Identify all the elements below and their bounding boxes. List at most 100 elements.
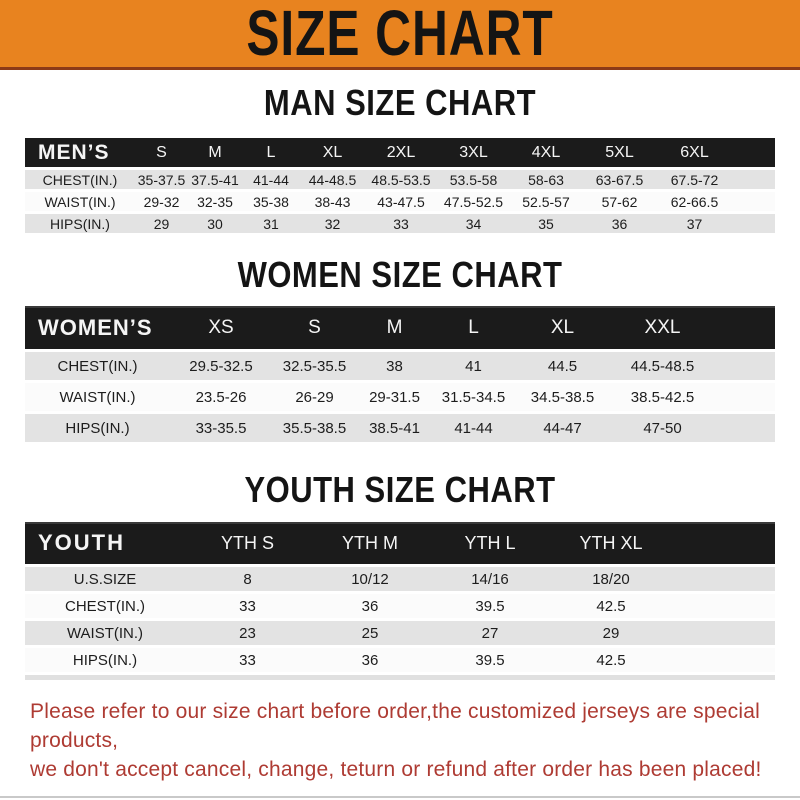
women-col-header: XXL	[610, 306, 715, 352]
filler-cell	[732, 192, 775, 214]
women-size-chart-heading: WOMEN SIZE CHART	[237, 253, 563, 296]
filler-cell	[672, 648, 775, 675]
size-value-cell: 37	[657, 214, 732, 236]
men-col-header: XL	[300, 138, 365, 170]
size-value-cell: 44.5-48.5	[610, 352, 715, 383]
filler-cell	[672, 621, 775, 648]
men-col-header: 3XL	[437, 138, 510, 170]
filler-cell	[732, 214, 775, 236]
row-label: WAIST(IN.)	[25, 192, 135, 214]
size-value-cell: 42.5	[550, 648, 672, 675]
size-value-cell: 38.5-41	[357, 414, 432, 445]
size-value-cell: 43-47.5	[365, 192, 437, 214]
size-value-cell: 38.5-42.5	[610, 383, 715, 414]
size-value-cell: 29-31.5	[357, 383, 432, 414]
men-hips-row: HIPS(IN.) 29 30 31 32 33 34 35 36 37	[25, 214, 775, 236]
size-value-cell: 47.5-52.5	[437, 192, 510, 214]
bottom-divider	[0, 796, 800, 798]
size-value-cell: 38	[357, 352, 432, 383]
size-value-cell: 35-37.5	[135, 170, 188, 192]
women-hips-row: HIPS(IN.) 33-35.5 35.5-38.5 38.5-41 41-4…	[25, 414, 775, 445]
size-value-cell: 58-63	[510, 170, 582, 192]
youth-col-header: YTH XL	[550, 522, 672, 567]
size-value-cell: 23	[185, 621, 310, 648]
size-value-cell: 47-50	[610, 414, 715, 445]
men-table-label: MEN’S	[25, 138, 135, 170]
size-value-cell: 33	[185, 648, 310, 675]
row-label: CHEST(IN.)	[25, 594, 185, 621]
size-value-cell: 29	[550, 621, 672, 648]
footer-line-1: Please refer to our size chart before or…	[30, 700, 760, 752]
size-value-cell: 32	[300, 214, 365, 236]
size-value-cell: 35	[510, 214, 582, 236]
row-label: WAIST(IN.)	[25, 383, 170, 414]
size-value-cell: 23.5-26	[170, 383, 272, 414]
men-header-row: MEN’S S M L XL 2XL 3XL 4XL 5XL 6XL	[25, 138, 775, 170]
row-label: CHEST(IN.)	[25, 352, 170, 383]
men-col-header: 4XL	[510, 138, 582, 170]
size-value-cell: 41-44	[242, 170, 300, 192]
men-col-header: 5XL	[582, 138, 657, 170]
youth-col-header: YTH M	[310, 522, 430, 567]
men-col-header: 6XL	[657, 138, 732, 170]
size-value-cell: 8	[185, 567, 310, 594]
row-label: HIPS(IN.)	[25, 414, 170, 445]
row-label: WAIST(IN.)	[25, 621, 185, 648]
filler-cell	[715, 383, 775, 414]
size-value-cell: 18/20	[550, 567, 672, 594]
filler-cell	[732, 170, 775, 192]
men-waist-row: WAIST(IN.) 29-32 32-35 35-38 38-43 43-47…	[25, 192, 775, 214]
row-label: CHEST(IN.)	[25, 170, 135, 192]
women-waist-row: WAIST(IN.) 23.5-26 26-29 29-31.5 31.5-34…	[25, 383, 775, 414]
man-size-chart-heading: MAN SIZE CHART	[263, 81, 537, 124]
footer-line-2: we don't accept cancel, change, teturn o…	[30, 758, 762, 781]
youth-size-table: YOUTH YTH S YTH M YTH L YTH XL U.S.SIZE …	[25, 522, 775, 675]
size-value-cell: 29.5-32.5	[170, 352, 272, 383]
size-value-cell: 53.5-58	[437, 170, 510, 192]
size-value-cell: 26-29	[272, 383, 357, 414]
men-col-header: M	[188, 138, 242, 170]
size-value-cell: 33	[185, 594, 310, 621]
footer-note: Please refer to our size chart before or…	[30, 697, 800, 784]
women-col-header: M	[357, 306, 432, 352]
filler-cell	[672, 567, 775, 594]
size-value-cell: 32.5-35.5	[272, 352, 357, 383]
youth-header-row: YOUTH YTH S YTH M YTH L YTH XL	[25, 522, 775, 567]
size-value-cell: 38-43	[300, 192, 365, 214]
size-value-cell: 30	[188, 214, 242, 236]
page-title: SIZE CHART	[246, 0, 554, 69]
size-value-cell: 35.5-38.5	[272, 414, 357, 445]
size-value-cell: 39.5	[430, 648, 550, 675]
size-value-cell: 36	[582, 214, 657, 236]
youth-chest-row: CHEST(IN.) 33 36 39.5 42.5	[25, 594, 775, 621]
size-value-cell: 29-32	[135, 192, 188, 214]
men-col-header: S	[135, 138, 188, 170]
size-value-cell: 41-44	[432, 414, 515, 445]
filler-cell	[672, 594, 775, 621]
women-col-header: S	[272, 306, 357, 352]
men-header-filler	[732, 138, 775, 170]
size-value-cell: 14/16	[430, 567, 550, 594]
size-value-cell: 34.5-38.5	[515, 383, 610, 414]
row-label: HIPS(IN.)	[25, 214, 135, 236]
youth-size-chart-heading: YOUTH SIZE CHART	[244, 468, 556, 511]
men-chest-row: CHEST(IN.) 35-37.5 37.5-41 41-44 44-48.5…	[25, 170, 775, 192]
size-value-cell: 42.5	[550, 594, 672, 621]
youth-hips-row: HIPS(IN.) 33 36 39.5 42.5	[25, 648, 775, 675]
size-value-cell: 33-35.5	[170, 414, 272, 445]
size-value-cell: 57-62	[582, 192, 657, 214]
size-value-cell: 67.5-72	[657, 170, 732, 192]
size-value-cell: 35-38	[242, 192, 300, 214]
size-value-cell: 33	[365, 214, 437, 236]
row-label: HIPS(IN.)	[25, 648, 185, 675]
women-col-header: XL	[515, 306, 610, 352]
size-chart-banner: SIZE CHART	[0, 0, 800, 70]
size-value-cell: 62-66.5	[657, 192, 732, 214]
men-col-header: L	[242, 138, 300, 170]
women-header-filler	[715, 306, 775, 352]
youth-header-filler	[672, 522, 775, 567]
size-value-cell: 34	[437, 214, 510, 236]
size-value-cell: 27	[430, 621, 550, 648]
men-col-header: 2XL	[365, 138, 437, 170]
women-col-header: L	[432, 306, 515, 352]
